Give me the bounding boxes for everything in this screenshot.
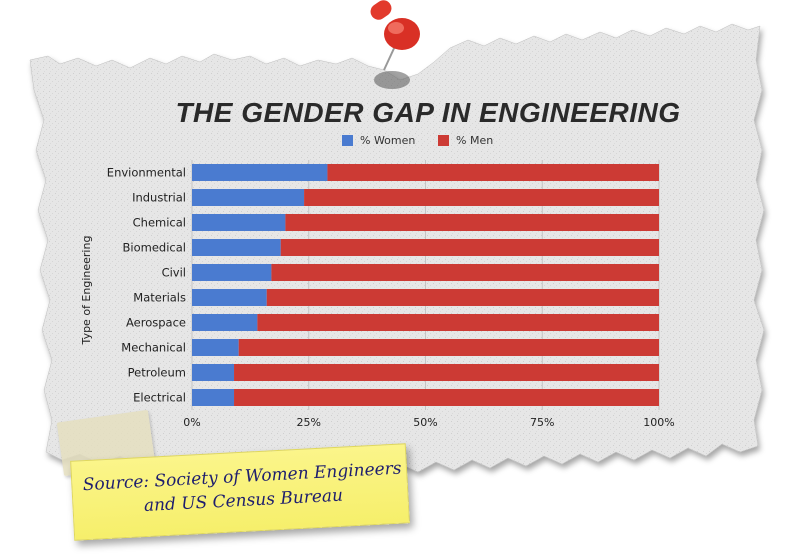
category-label: Industrial bbox=[132, 191, 186, 205]
chart-title: THE GENDER GAP IN ENGINEERING bbox=[175, 97, 680, 128]
category-label: Materials bbox=[133, 291, 186, 305]
category-label: Petroleum bbox=[128, 366, 186, 380]
bar-women-materials bbox=[192, 289, 267, 306]
legend-swatch bbox=[438, 135, 449, 146]
bar-women-biomedical bbox=[192, 239, 281, 256]
bar-men-aerospace bbox=[257, 314, 659, 331]
bar-men-civil bbox=[271, 264, 659, 281]
bar-men-electrical bbox=[234, 389, 659, 406]
legend: % Women % Men bbox=[342, 134, 493, 147]
x-tick-label: 75% bbox=[530, 416, 554, 429]
bar-women-electrical bbox=[192, 389, 235, 406]
category-label: Mechanical bbox=[121, 341, 186, 355]
x-tick-label: 0% bbox=[183, 416, 200, 429]
x-tick-label: 25% bbox=[297, 416, 321, 429]
legend-label: % Women bbox=[360, 134, 415, 147]
category-labels: Envionmental Industrial Chemical Biomedical… bbox=[107, 166, 186, 405]
x-tick-label: 100% bbox=[643, 416, 674, 429]
bar-men-industrial bbox=[304, 189, 659, 206]
category-label: Envionmental bbox=[107, 166, 186, 180]
y-axis-title: Type of Engineering bbox=[80, 236, 93, 346]
x-tick-label: 50% bbox=[413, 416, 437, 429]
category-label: Electrical bbox=[133, 391, 186, 405]
bar-women-mechanical bbox=[192, 339, 239, 356]
legend-label: % Men bbox=[456, 134, 493, 147]
bar-men-materials bbox=[266, 289, 659, 306]
bar-women-civil bbox=[192, 264, 272, 281]
push-pin-icon bbox=[370, 0, 420, 89]
bar-men-envionmental bbox=[327, 164, 659, 181]
category-label: Civil bbox=[162, 266, 186, 280]
bar-men-chemical bbox=[285, 214, 659, 231]
bar-men-petroleum bbox=[234, 364, 659, 381]
bar-men-mechanical bbox=[238, 339, 659, 356]
bar-women-envionmental bbox=[192, 164, 328, 181]
bar-women-aerospace bbox=[192, 314, 258, 331]
category-label: Aerospace bbox=[126, 316, 186, 330]
bars bbox=[192, 164, 659, 406]
category-label: Biomedical bbox=[123, 241, 186, 255]
category-label: Chemical bbox=[133, 216, 186, 230]
bar-women-chemical bbox=[192, 214, 286, 231]
x-axis-ticks: 0% 25% 50% 75% 100% bbox=[183, 416, 674, 429]
bar-men-biomedical bbox=[280, 239, 659, 256]
legend-swatch bbox=[342, 135, 353, 146]
bar-women-petroleum bbox=[192, 364, 235, 381]
bar-women-industrial bbox=[192, 189, 305, 206]
source-note-text: Source: Society of Women Engineers and U… bbox=[82, 458, 403, 517]
